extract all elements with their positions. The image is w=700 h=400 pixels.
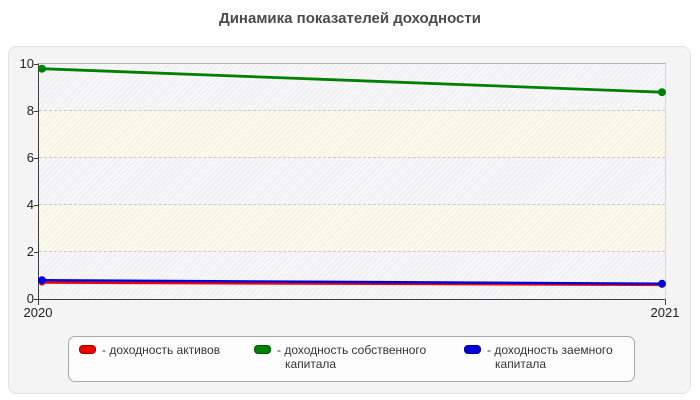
gridline [39,251,665,252]
y-axis-tick-mark [34,64,38,65]
legend-swatch-red [79,345,96,354]
legend-item-label: - доходность заемного капитала [487,343,613,371]
page-title: Динамика показателей доходности [219,10,481,27]
y-axis-tick-label: 0 [26,291,34,306]
series-marker-2 [38,276,46,285]
legend: - доходность активов - доходность собств… [68,336,635,382]
x-axis-tick-mark [665,300,666,305]
chart-panel: 10 8 6 4 2 0 2020 2021 - доходность акти… [8,46,691,394]
legend-item-label: - доходность активов [102,343,221,357]
x-axis-tick-mark [38,300,39,305]
x-axis-tick-label: 2020 [23,305,53,320]
series-line-1 [41,67,663,94]
y-axis-tick-mark [34,205,38,206]
y-axis-tick-label: 4 [26,197,34,212]
y-axis-tick-mark [34,299,38,300]
series-marker-2 [658,279,666,288]
y-axis-tick-mark [34,158,38,159]
gridline [39,157,665,158]
gridline [39,204,665,205]
plot-area [38,63,666,300]
legend-swatch-blue [464,345,481,354]
series-marker-1 [658,88,666,97]
y-axis-tick-label: 6 [26,150,34,165]
series-line-2 [41,279,663,285]
legend-item-debt: - доходность заемного капитала [464,343,649,371]
series-marker-1 [38,64,46,73]
y-axis-tick-label: 8 [26,103,34,118]
legend-item-equity: - доходность собственного капитала [254,343,439,371]
legend-item-label: - доходность собственного капитала [277,343,427,371]
y-axis-tick-label: 2 [26,244,34,259]
legend-swatch-green [254,345,271,354]
legend-item-assets: - доходность активов [79,343,220,357]
y-axis-tick-mark [34,252,38,253]
y-axis-tick-label: 10 [19,56,34,71]
gridline [39,110,665,111]
x-axis-tick-label: 2021 [650,305,680,320]
series-line-0 [41,281,663,287]
series-plot [38,64,666,288]
y-axis-tick-mark [34,111,38,112]
